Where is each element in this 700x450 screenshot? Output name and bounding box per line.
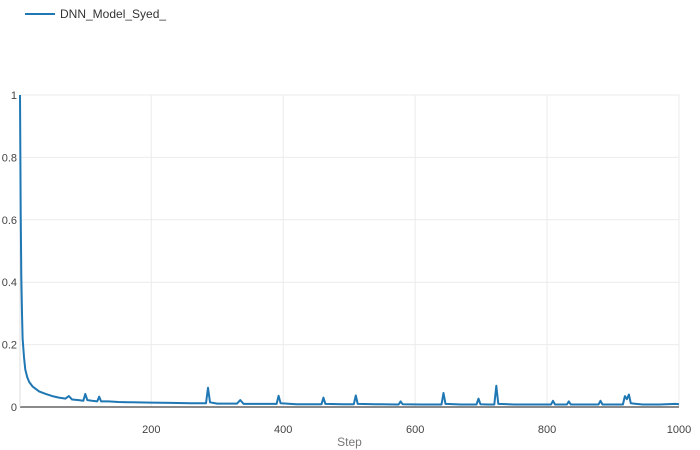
x-axis-ticks: 200 400 600 800 1000 [142,424,691,436]
series-layer [19,94,680,406]
x-tick-label: 400 [274,424,292,436]
grid [20,94,680,407]
legend[interactable]: DNN_Model_Syed_ [25,7,166,21]
x-tick-label: 800 [538,424,556,436]
legend-label: DNN_Model_Syed_ [60,7,166,21]
y-tick-label: 0.2 [2,340,17,352]
y-tick-label: 1 [11,90,17,102]
y-tick-label: 0 [11,402,17,414]
x-tick-label: 200 [142,424,160,436]
x-axis-title: Step [337,435,362,449]
y-tick-label: 0.4 [2,277,17,289]
y-tick-label: 0.8 [2,152,17,164]
series-line-0 [19,94,680,406]
x-tick-label: 1000 [667,424,691,436]
x-tick-label: 600 [406,424,424,436]
y-axis-ticks: 0 0.2 0.4 0.6 0.8 1 [2,90,17,414]
y-tick-label: 0.6 [2,215,17,227]
